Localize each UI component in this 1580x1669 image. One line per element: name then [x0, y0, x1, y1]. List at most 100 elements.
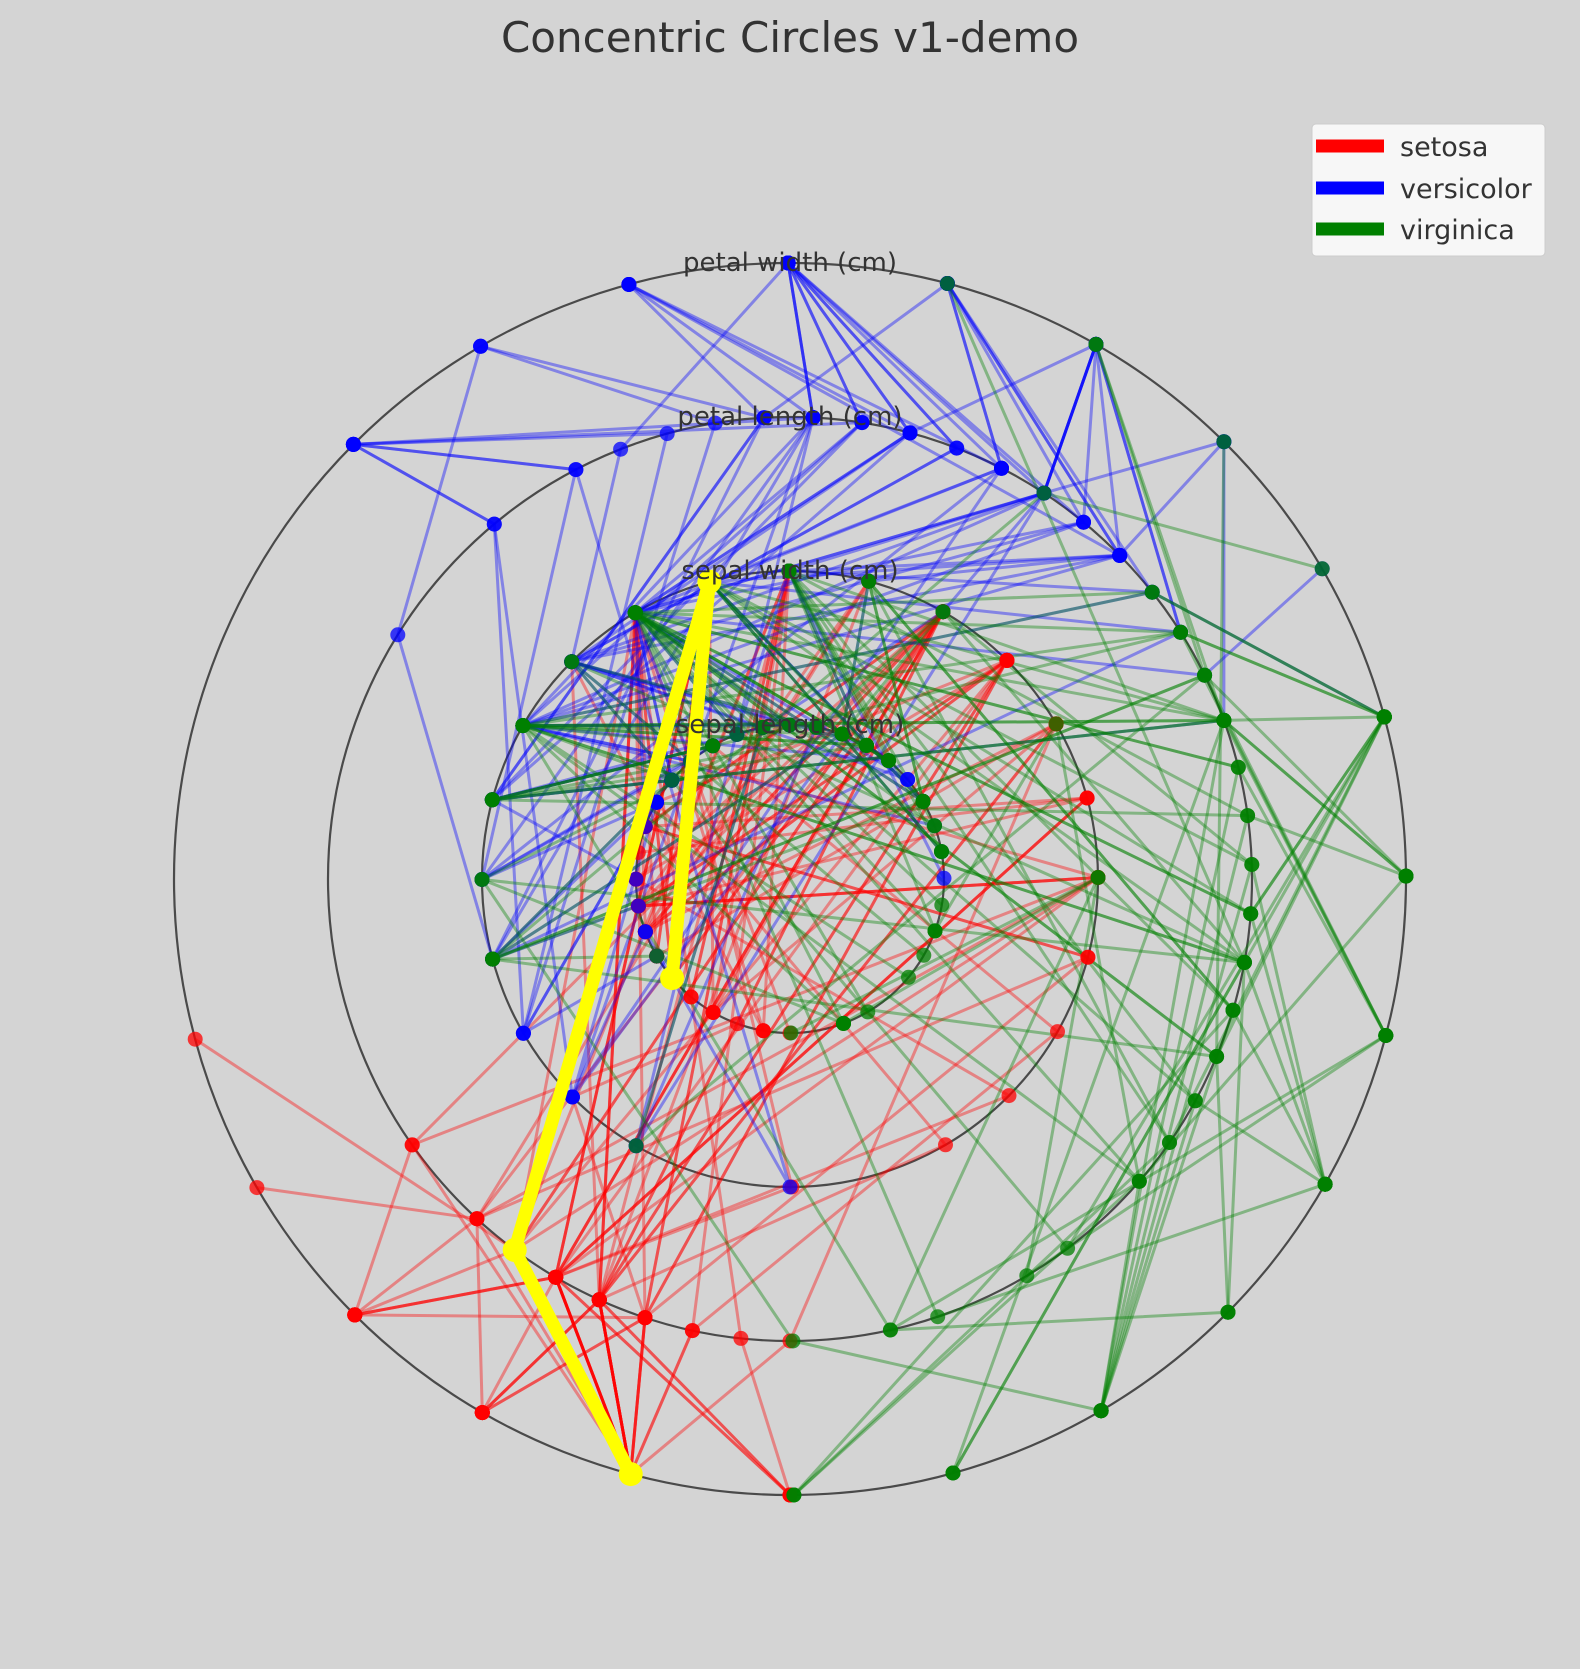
sample-line-setosa-39 [629, 611, 765, 1475]
sample-point-virginica-45-3 [1225, 1002, 1241, 1018]
sample-line-versicolor-50 [521, 262, 864, 763]
sample-line-setosa-33 [554, 877, 1011, 1497]
sample-line-virginica-3 [633, 611, 1326, 1186]
sample-line-versicolor-40 [491, 262, 815, 961]
sample-line-setosa-34 [597, 801, 947, 1475]
sample-point-setosa-24-3 [469, 1211, 485, 1227]
sample-point-virginica-22-1 [664, 772, 680, 788]
sample-line-versicolor-13 [353, 416, 815, 1148]
sample-point-setosa-44-4 [187, 1031, 203, 1047]
sample-point-versicolor-32-2 [515, 1025, 531, 1041]
sample-point-versicolor-31-3 [707, 415, 723, 431]
sample-line-virginica-46 [633, 611, 1240, 1412]
sample-point-virginica-30-4 [1216, 434, 1232, 450]
sample-point-virginica-50-3 [1216, 712, 1232, 728]
sample-line-setosa-48 [597, 569, 791, 1475]
sample-point-setosa-44-2 [999, 652, 1015, 668]
sample-line-virginica-11 [787, 569, 1388, 1037]
sample-point-versicolor-46-4 [621, 277, 637, 292]
sample-point-virginica-47-2 [485, 951, 501, 967]
sample-point-setosa-42-1 [729, 1016, 745, 1032]
sample-point-versicolor-43-3 [805, 410, 821, 426]
sample-point-setosa-49-3 [548, 1269, 564, 1285]
sample-line-virginica-31 [521, 724, 1408, 1183]
sample-point-virginica-8-3 [1060, 1240, 1076, 1256]
highlight-point-1 [660, 966, 685, 991]
sample-point-virginica-41-3 [1236, 954, 1252, 970]
sample-line-setosa-6 [353, 825, 1090, 1317]
sample-line-setosa-45 [353, 876, 1100, 1316]
sample-line-setosa-50 [597, 579, 871, 1475]
sample-line-setosa-49 [554, 796, 1089, 1475]
sample-line-virginica-40 [707, 580, 1327, 1185]
sample-point-virginica-48-1 [881, 753, 896, 769]
sample-point-setosa-50-3 [591, 1292, 607, 1308]
sample-line-setosa-9 [570, 660, 765, 1475]
sample-line-versicolor-30 [353, 442, 692, 881]
legend: setosa versicolor virginica [1311, 123, 1546, 257]
sample-point-virginica-48-3 [1230, 759, 1246, 775]
sample-point-virginica-41-4 [945, 1465, 961, 1481]
sample-line-setosa-28 [554, 658, 1009, 1475]
sample-line-setosa-37 [629, 658, 1009, 1475]
sample-line-setosa-4 [554, 580, 715, 1475]
sample-point-setosa-30-1 [683, 989, 699, 1005]
sample-line-versicolor-35 [633, 343, 1098, 827]
sample-line-setosa-3 [629, 569, 791, 1475]
highlight-sample [502, 569, 722, 1487]
sample-point-virginica-7-4 [1314, 561, 1330, 577]
sample-line-virginica-14 [491, 673, 1388, 1037]
sample-point-virginica-48-4 [1378, 1028, 1394, 1043]
sample-line-virginica-9 [491, 716, 1386, 1058]
sample-line-virginica-8 [570, 660, 1386, 1250]
sample-point-virginica-32-1 [783, 1025, 799, 1041]
sample-point-setosa-45-4 [347, 1307, 363, 1323]
sample-line-virginica-24 [490, 630, 1385, 802]
sample-line-virginica-5 [633, 611, 1230, 1313]
sample-line-virginica-44 [787, 569, 1197, 1412]
sample-line-versicolor-7 [840, 440, 1226, 735]
sample-point-setosa-43-3 [637, 1310, 653, 1326]
sample-point-virginica-30-3 [1209, 1049, 1225, 1064]
sample-point-versicolor-10-1 [628, 871, 644, 887]
sample-line-setosa-11 [554, 796, 1089, 1475]
sample-point-versicolor-11-2 [782, 1179, 798, 1195]
sample-line-virginica-1 [792, 579, 1171, 1497]
sample-line-setosa-38 [597, 722, 1058, 1497]
sample-point-virginica-35-1 [782, 717, 797, 733]
sample-line-versicolor-24 [521, 283, 1122, 728]
sample-point-virginica-28-3 [1173, 624, 1189, 640]
sample-line-setosa-17 [354, 825, 1090, 1320]
sample-line-setosa-43 [629, 569, 791, 1475]
sample-point-versicolor-47-3 [902, 425, 918, 441]
sample-line-versicolor-21 [735, 569, 1386, 735]
sample-line-virginica-37 [841, 610, 1246, 1474]
sample-point-virginica-47-1 [834, 726, 850, 742]
sample-line-setosa-35 [554, 580, 711, 1475]
sample-point-virginica-49-1 [808, 719, 824, 735]
sample-line-versicolor-1 [787, 282, 1122, 879]
sample-point-virginica-50-2 [627, 605, 643, 621]
sample-line-versicolor-5 [521, 344, 1098, 763]
sample-line-setosa-24 [256, 579, 871, 1221]
sample-line-virginica-34 [521, 343, 1226, 736]
sample-point-virginica-43-1 [705, 738, 721, 754]
sample-line-virginica-36 [633, 611, 1141, 1411]
sample-line-virginica-18 [842, 876, 1229, 1332]
sample-line-versicolor-39 [633, 262, 864, 781]
highlight-point-4 [618, 1462, 643, 1487]
sample-point-virginica-34-2 [515, 718, 531, 734]
sample-point-versicolor-42-3 [1076, 514, 1091, 530]
sample-line-versicolor-6 [521, 261, 1046, 763]
sample-line-setosa-40 [554, 610, 945, 1475]
sample-line-setosa-14 [633, 611, 792, 1496]
sample-point-virginica-6-1 [860, 1004, 876, 1020]
sample-line-setosa-16 [354, 760, 794, 1317]
sample-line-virginica-43 [490, 718, 1407, 878]
sample-line-virginica-32 [790, 876, 1387, 1278]
sample-line-virginica-30 [633, 441, 1226, 1058]
sample-line-setosa-22 [354, 796, 1089, 1317]
axis-label-sepal-length: sepal length (cm) [676, 710, 905, 740]
sample-point-virginica-31-1 [901, 969, 916, 985]
